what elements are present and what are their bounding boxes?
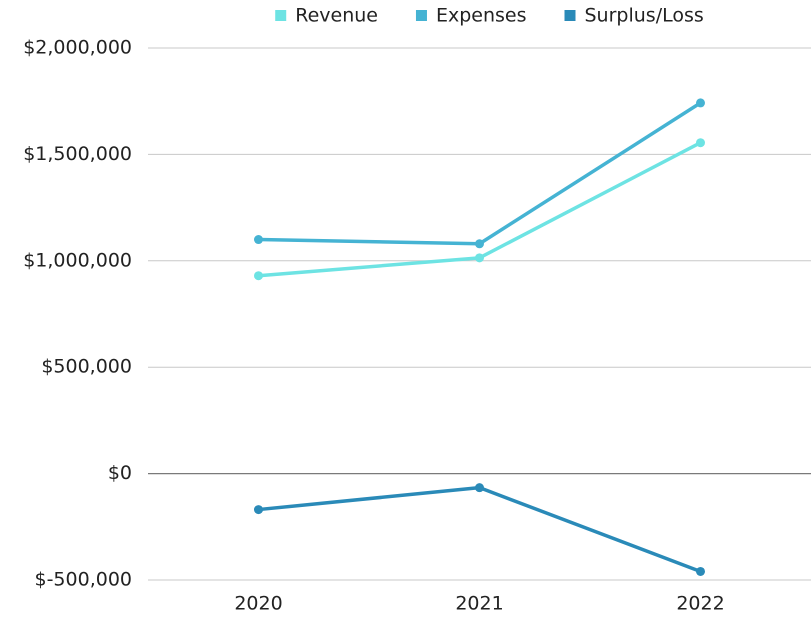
series-line xyxy=(258,485,702,574)
y-tick-label: $0 xyxy=(108,462,132,484)
data-point xyxy=(254,505,263,515)
x-tick-label: 2021 xyxy=(455,593,503,615)
series-line xyxy=(258,101,702,246)
legend-label: Surplus/Loss xyxy=(585,5,704,27)
legend-label: Expenses xyxy=(436,5,527,27)
data-point xyxy=(696,566,705,576)
data-point xyxy=(696,98,705,108)
legend-label: Revenue xyxy=(295,5,378,27)
y-tick-label: $1,000,000 xyxy=(23,249,132,271)
data-point xyxy=(475,239,484,249)
data-point xyxy=(475,483,484,493)
data-point xyxy=(254,271,263,281)
y-tick-label: $1,500,000 xyxy=(23,143,132,165)
legend-swatch xyxy=(564,10,576,21)
y-tick-label: $-500,000 xyxy=(34,569,132,591)
data-point xyxy=(475,253,484,263)
y-tick-label: $2,000,000 xyxy=(23,37,132,59)
x-tick-label: 2022 xyxy=(676,593,724,615)
legend-swatch xyxy=(275,10,287,21)
y-tick-label: $500,000 xyxy=(41,356,132,378)
x-tick-label: 2020 xyxy=(234,593,282,615)
data-point xyxy=(696,138,705,148)
data-point xyxy=(254,235,263,245)
legend: Revenue Expenses Surplus/Loss xyxy=(275,5,704,27)
legend-swatch xyxy=(415,10,427,21)
